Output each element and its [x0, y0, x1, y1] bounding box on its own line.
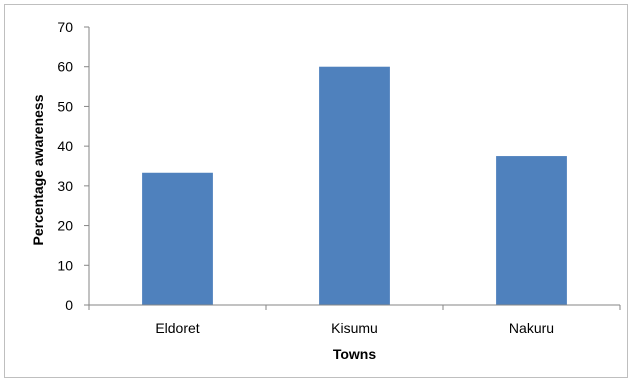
y-tick-label: 50	[57, 98, 73, 114]
y-axis-title: Percentage awareness	[30, 94, 46, 245]
y-tick-label: 30	[57, 178, 73, 194]
y-tick-label: 70	[57, 19, 73, 35]
x-tick-label: Nakuru	[509, 320, 554, 336]
x-tick-label: Eldoret	[155, 320, 199, 336]
bar-eldoret	[142, 172, 213, 305]
y-tick-label: 20	[57, 218, 73, 234]
bar-kisumu	[319, 66, 390, 305]
y-tick-label: 10	[57, 257, 73, 273]
bars	[142, 66, 567, 305]
x-tick-label: Kisumu	[331, 320, 378, 336]
x-axis-title: Towns	[333, 346, 377, 362]
y-axis-ticks: 0 10 20 30 40 50 60 70	[57, 19, 89, 313]
bar-nakuru	[496, 156, 567, 305]
y-tick-label: 40	[57, 138, 73, 154]
x-axis-ticks: Eldoret Kisumu Nakuru	[88, 305, 621, 336]
y-tick-label: 60	[57, 59, 73, 75]
y-tick-label: 0	[65, 297, 73, 313]
